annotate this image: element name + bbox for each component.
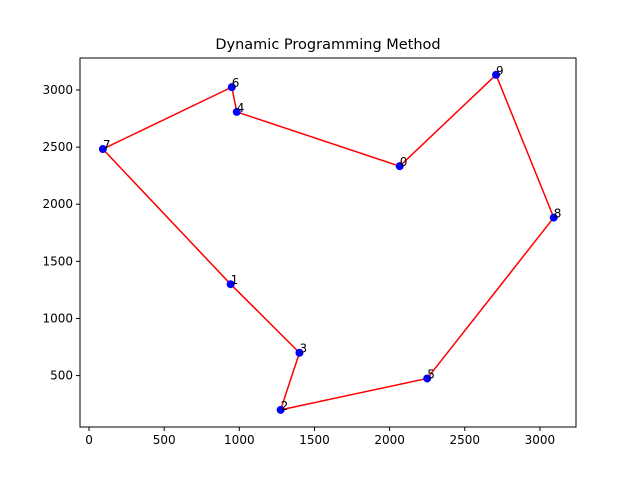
y-tick-label: 1500 — [42, 254, 73, 268]
city-point-4 — [232, 107, 241, 116]
plot-frame — [79, 57, 577, 428]
x-tick-label: 2500 — [450, 433, 481, 447]
x-tick-label: 1500 — [299, 433, 330, 447]
city-label-9: 9 — [496, 64, 504, 78]
route-layer — [102, 74, 555, 411]
point-layer — [98, 70, 558, 414]
y-tick-label: 2000 — [42, 197, 73, 211]
city-point-8 — [549, 213, 558, 222]
city-label-8: 8 — [554, 207, 562, 221]
city-label-5: 5 — [427, 367, 435, 381]
city-point-5 — [423, 374, 432, 383]
route-segment-8-9 — [495, 74, 555, 218]
route-segment-7-1 — [102, 148, 232, 285]
y-tick-label: 3000 — [42, 83, 73, 97]
city-point-3 — [295, 348, 304, 357]
axis-layer: 0 500 1000 1500 2000 2500 3000 500 1000 1500 2000 2… — [42, 57, 577, 447]
route-segment-6-7 — [102, 86, 233, 150]
x-tick-label: 1000 — [224, 433, 255, 447]
y-tick-label: 1000 — [42, 311, 73, 325]
city-point-9 — [492, 70, 501, 79]
city-point-0 — [395, 162, 404, 171]
city-point-6 — [227, 83, 236, 92]
city-label-3: 3 — [299, 342, 307, 356]
city-point-2 — [276, 405, 285, 414]
route-segment-9-0 — [399, 74, 497, 167]
route-segment-5-8 — [426, 217, 555, 379]
city-point-7 — [98, 145, 107, 154]
y-tick-label: 2500 — [42, 140, 73, 154]
x-tick-label: 0 — [85, 433, 93, 447]
city-label-1: 1 — [231, 273, 239, 287]
x-tick-label: 2000 — [374, 433, 405, 447]
city-label-0: 0 — [400, 155, 408, 169]
route-segment-0-4 — [236, 111, 400, 167]
city-point-1 — [226, 280, 235, 289]
label-layer: 0 1 2 3 4 5 6 7 8 9 — [103, 64, 562, 413]
route-segment-3-2 — [279, 352, 301, 411]
route-segment-1-3 — [230, 283, 300, 354]
city-label-6: 6 — [232, 76, 240, 90]
route-segment-2-5 — [280, 377, 428, 411]
x-tick-label: 3000 — [525, 433, 556, 447]
city-label-7: 7 — [103, 138, 111, 152]
y-tick-label: 500 — [50, 369, 73, 383]
city-label-4: 4 — [237, 101, 245, 115]
route-segment-4-6 — [231, 86, 238, 113]
chart-title: Dynamic Programming Method — [215, 37, 440, 53]
x-tick-label: 500 — [153, 433, 176, 447]
city-label-2: 2 — [281, 399, 289, 413]
